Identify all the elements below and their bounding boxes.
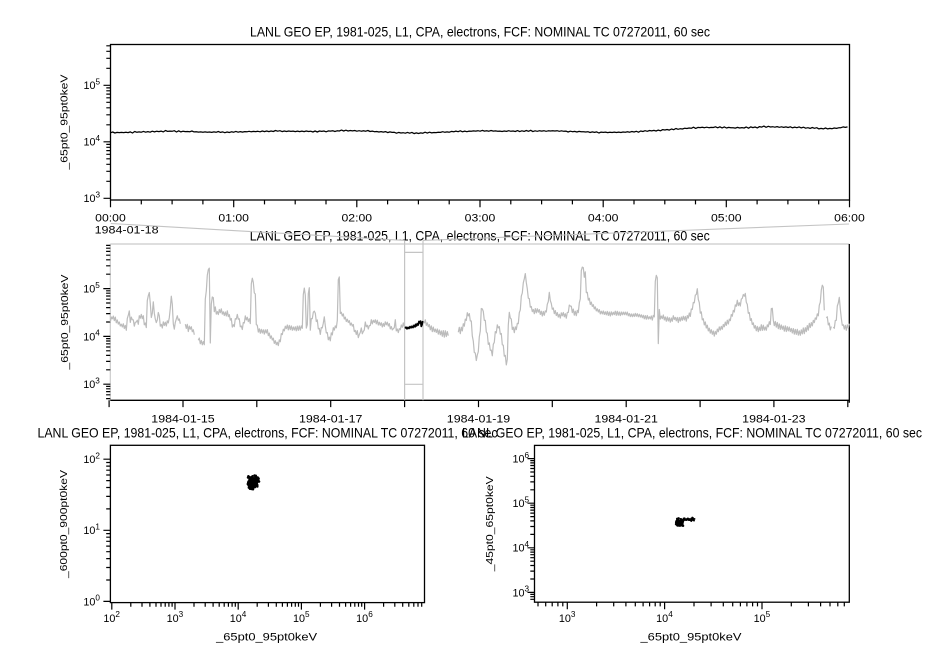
svg-text:10: 10 [83, 331, 95, 343]
svg-text:03:00: 03:00 [465, 212, 496, 224]
svg-text:_65pt0_95pt0keV: _65pt0_95pt0keV [59, 275, 71, 371]
svg-text:10: 10 [83, 193, 95, 205]
svg-text:5: 5 [95, 281, 100, 290]
svg-text:6: 6 [525, 451, 530, 460]
svg-text:1: 1 [95, 523, 100, 532]
svg-text:10: 10 [656, 613, 668, 625]
svg-text:4: 4 [668, 610, 673, 619]
svg-text:3: 3 [96, 191, 101, 200]
svg-text:3: 3 [525, 585, 530, 594]
svg-text:10: 10 [512, 454, 524, 466]
svg-text:1984-01-21: 1984-01-21 [595, 414, 658, 426]
svg-text:05:00: 05:00 [711, 212, 742, 224]
svg-text:3: 3 [571, 610, 576, 619]
svg-text:2: 2 [95, 452, 100, 461]
svg-text:10: 10 [103, 613, 115, 625]
svg-text:1984-01-17: 1984-01-17 [299, 414, 362, 426]
svg-text:10: 10 [83, 379, 95, 391]
svg-text:01:00: 01:00 [218, 212, 249, 224]
svg-text:00:00: 00:00 [95, 212, 126, 224]
svg-text:10: 10 [559, 613, 571, 625]
svg-text:_45pt0_65pt0keV: _45pt0_65pt0keV [484, 476, 496, 572]
svg-text:3: 3 [95, 377, 100, 386]
svg-text:10: 10 [293, 613, 305, 625]
svg-text:10: 10 [512, 498, 524, 510]
svg-text:3: 3 [179, 610, 184, 619]
svg-text:2: 2 [115, 610, 120, 619]
svg-text:_65pt0_95pt0keV: _65pt0_95pt0keV [639, 632, 742, 644]
svg-text:4: 4 [242, 610, 247, 619]
svg-text:5: 5 [525, 496, 530, 505]
svg-text:LANL GEO EP, 1981-025, L1, CPA: LANL GEO EP, 1981-025, L1, CPA, electron… [38, 425, 498, 441]
svg-text:_65pt0_95pt0keV: _65pt0_95pt0keV [59, 75, 71, 171]
svg-text:10: 10 [83, 284, 95, 296]
svg-text:1984-01-18: 1984-01-18 [95, 225, 159, 237]
svg-text:10: 10 [512, 543, 524, 555]
svg-text:10: 10 [167, 613, 179, 625]
svg-text:5: 5 [305, 610, 310, 619]
svg-text:0: 0 [95, 594, 100, 603]
svg-text:10: 10 [754, 613, 766, 625]
svg-text:02:00: 02:00 [342, 212, 373, 224]
svg-text:4: 4 [525, 540, 530, 549]
svg-text:_600pt0_900pt0keV: _600pt0_900pt0keV [58, 470, 70, 579]
svg-text:04:00: 04:00 [588, 212, 619, 224]
svg-text:1984-01-23: 1984-01-23 [742, 414, 805, 426]
svg-text:4: 4 [96, 134, 101, 143]
svg-text:06:00: 06:00 [834, 212, 865, 224]
svg-text:10: 10 [83, 454, 95, 466]
svg-text:_65pt0_95pt0keV: _65pt0_95pt0keV [215, 632, 318, 644]
svg-text:6: 6 [368, 610, 373, 619]
svg-text:5: 5 [766, 610, 771, 619]
svg-text:LANL GEO EP, 1981-025, L1, CPA: LANL GEO EP, 1981-025, L1, CPA, electron… [250, 23, 710, 39]
svg-text:10: 10 [512, 587, 524, 599]
svg-text:LANL GEO EP, 1981-025, L1, CPA: LANL GEO EP, 1981-025, L1, CPA, electron… [250, 228, 710, 244]
svg-text:10: 10 [356, 613, 368, 625]
svg-text:5: 5 [96, 78, 101, 87]
svg-text:1984-01-15: 1984-01-15 [151, 414, 214, 426]
svg-text:10: 10 [230, 613, 242, 625]
svg-text:10: 10 [83, 596, 95, 608]
svg-text:10: 10 [83, 525, 95, 537]
svg-text:4: 4 [95, 329, 100, 338]
svg-text:1984-01-19: 1984-01-19 [447, 414, 510, 426]
svg-text:10: 10 [83, 80, 95, 92]
svg-text:10: 10 [83, 137, 95, 149]
svg-text:LANL GEO EP, 1981-025, L1, CPA: LANL GEO EP, 1981-025, L1, CPA, electron… [462, 425, 922, 441]
